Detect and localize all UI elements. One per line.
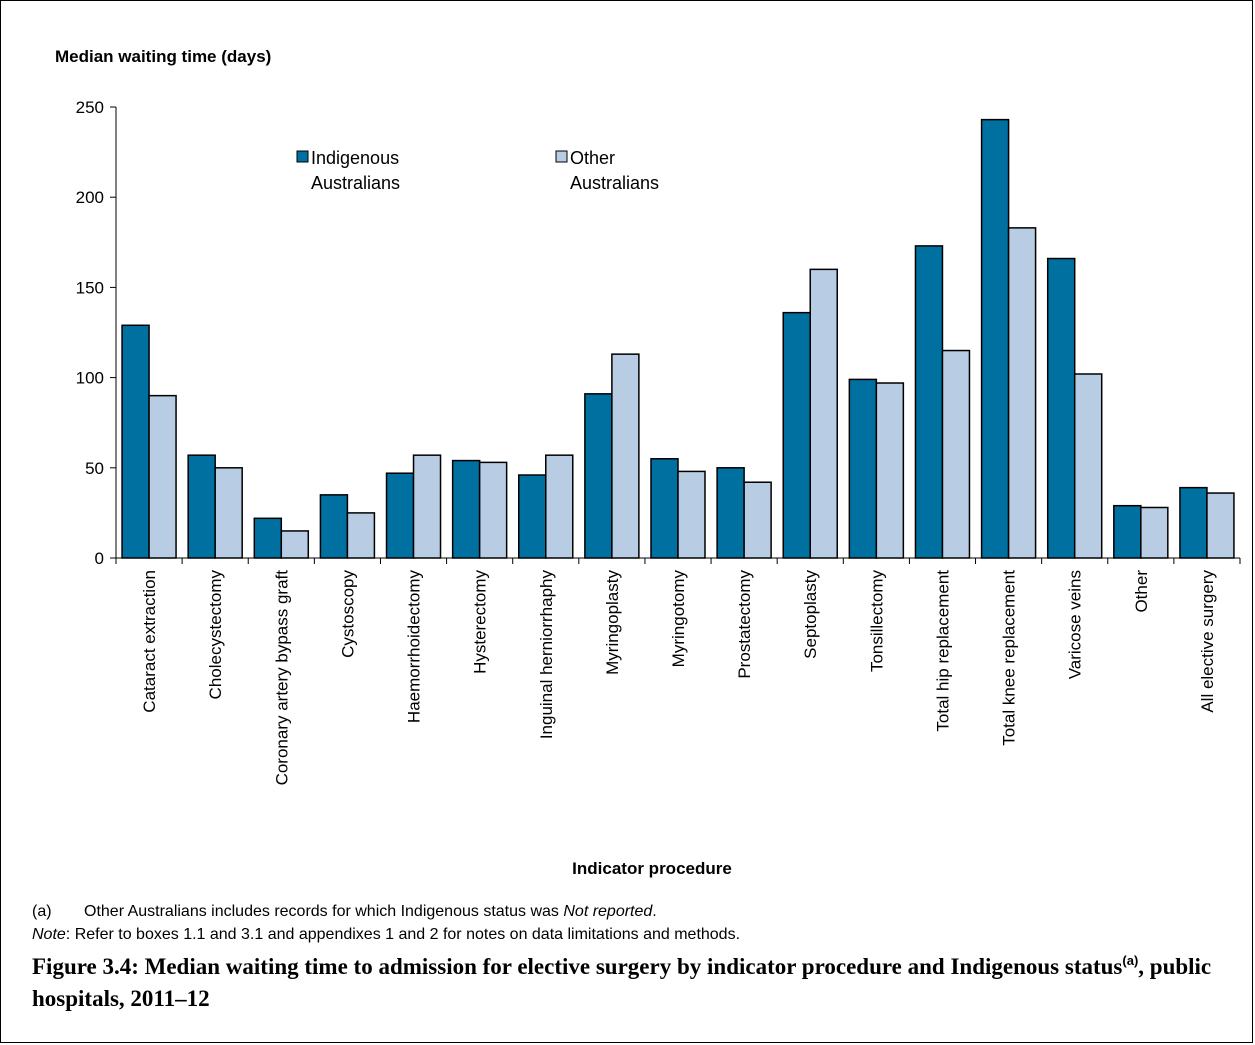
footnote-a-end: . [652,903,657,920]
y-tick-label: 200 [76,188,104,207]
x-tick-label: Cataract extraction [140,570,159,713]
bar-other [677,470,706,559]
y-tick-label: 0 [95,549,104,568]
x-tick-label: Total hip replacement [933,570,952,732]
bar-indigenous [121,324,150,559]
legend-swatch [555,150,568,163]
legend: Indigenous Australians Other Australians [296,148,659,193]
bar-indigenous [1113,504,1142,559]
bar-indigenous [782,311,811,559]
legend-swatch [296,150,309,163]
footnote-note: Note: Refer to boxes 1.1 and 3.1 and app… [32,926,740,944]
bar-indigenous [319,494,349,559]
bar-other [875,382,905,559]
footnote-a-mark: (a) [32,903,52,920]
bar-indigenous [385,472,415,559]
bar-indigenous [980,118,1010,559]
bar-other [1140,506,1169,559]
legend-label: Australians [311,173,400,193]
bar-other [1007,227,1037,559]
caption-sup: (a) [1122,953,1139,968]
footnote-a-italic: Not reported [563,903,653,920]
x-tick-label: Varicose veins [1066,570,1085,679]
x-tick-label: Haemorrhoidectomy [405,570,424,724]
y-tick-label: 150 [76,278,104,297]
x-tick-label: Coronary artery bypass graft [272,570,291,786]
bars [121,118,1235,559]
bar-other [280,530,310,559]
x-tick-label: Myringoplasty [603,570,622,675]
x-tick-label: Hysterectomy [471,570,490,674]
legend-label: Other [570,148,615,168]
x-tick-label: Septoplasty [801,570,820,659]
x-tick-label: Cystoscopy [338,570,357,658]
bar-indigenous [1179,486,1208,559]
bar-other [148,394,177,559]
bar-other [478,461,508,559]
figure-caption: Figure 3.4: Median waiting time to admis… [32,945,1232,1015]
bar-indigenous [716,467,745,559]
x-tick-label: Other [1132,570,1151,613]
bar-indigenous [650,458,679,559]
x-tick-label: Prostatectomy [735,570,754,679]
bar-other [743,481,772,559]
y-tick-label: 50 [85,459,104,478]
bar-indigenous [848,378,878,559]
bar-indigenous [914,245,944,559]
x-axis-title: Indicator procedure [572,859,732,878]
note-label: Note [32,926,66,943]
bar-other [412,454,442,559]
bar-other [941,349,971,559]
x-tick-label: Inguinal herniorrhaphy [537,570,556,740]
legend-label: Australians [570,173,659,193]
bar-other [1073,373,1103,559]
y-tick-label: 250 [76,98,104,117]
bar-indigenous [451,459,481,559]
x-tick-label: Tonsillectomy [867,570,886,673]
x-axis: Cataract extraction Cholecystectomy Corona… [115,557,1241,786]
x-tick-label: All elective surgery [1198,570,1217,713]
bar-indigenous [253,517,283,559]
bar-other [346,512,376,559]
bar-chart: Median waiting time (days) 0 50 100 150 200 2… [55,47,1241,878]
bar-other [1206,492,1235,559]
x-tick-label: Myringotomy [669,570,688,668]
y-axis: 0 50 100 150 200 250 [76,98,117,568]
bar-other [214,467,243,559]
y-axis-title: Median waiting time (days) [55,47,271,66]
bar-other [611,353,640,559]
bar-indigenous [584,393,613,559]
note-text: : Refer to boxes 1.1 and 3.1 and appendi… [65,926,741,943]
bar-indigenous [187,454,216,559]
bar-other [545,454,574,559]
bar-other [809,268,838,559]
footnote-a: (a) Other Australians includes records fo… [32,903,657,921]
bar-indigenous [518,474,547,559]
x-tick-label: Total knee replacement [1000,570,1019,746]
bar-indigenous [1046,257,1076,559]
footnote-a-text: Other Australians includes records for w… [84,903,564,920]
x-tick-label: Cholecystectomy [206,570,225,700]
legend-label: Indigenous [311,148,399,168]
caption-tail: , public hospitals, 2011–12 [32,954,1212,1011]
caption-text: Figure 3.4: Median waiting time to admis… [32,954,1123,979]
y-tick-label: 100 [76,369,104,388]
